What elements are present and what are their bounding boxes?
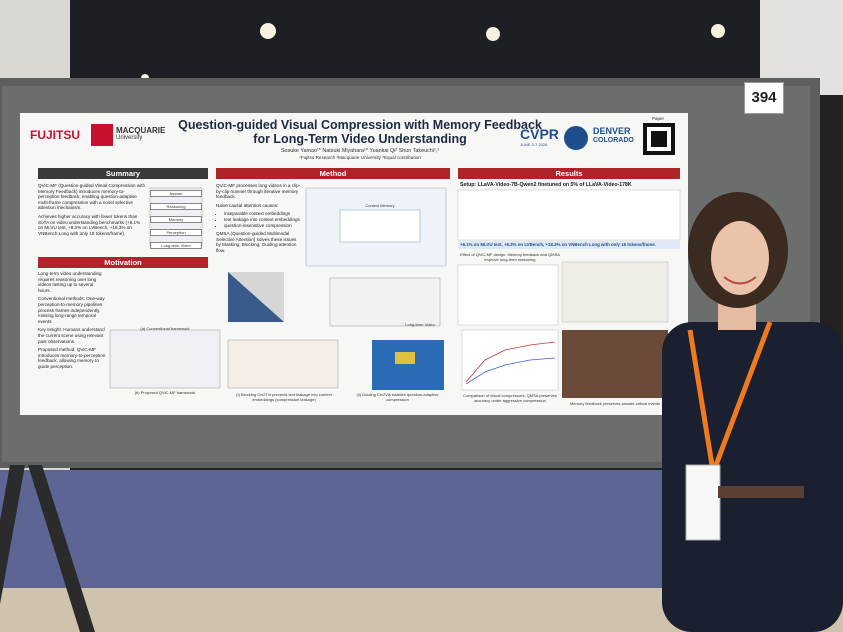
summary-text: QViC-MF (Question-guided Visual Compress… — [38, 183, 146, 239]
diagram-label: Long-term Video — [150, 242, 202, 249]
results-setup: Setup: LLaVA-Video-7B-Qwen2 finetuned on… — [460, 182, 632, 188]
section-heading: Method — [319, 169, 347, 178]
authors: Sosuke Yamao¹* Natsuki Miyahara¹* Yuanka… — [280, 148, 440, 154]
belt — [718, 486, 804, 498]
figure-caption: (b) Proposed QViC-MF framework — [134, 390, 196, 395]
results-highlight — [458, 241, 680, 249]
affiliations: ¹Fujitsu Research ²Macquarie University … — [299, 155, 421, 160]
qr-code — [651, 131, 667, 147]
lanyard — [687, 329, 715, 466]
denver-logo: DENVER — [593, 126, 631, 136]
figure-caption: (a) Conventional framework — [140, 326, 190, 331]
results-highlight: +6.1% on MLVU test, +8.3% on LVBench, +1… — [460, 242, 656, 247]
heatmap — [372, 340, 444, 390]
cvpr-date: JUNE 3-7 2026 — [520, 142, 548, 147]
ablation-table — [457, 264, 559, 326]
framework-figure — [109, 329, 221, 389]
heatmap — [395, 352, 415, 364]
method-causes-title: Naive causal attention causes: — [216, 202, 279, 208]
ceiling-light — [711, 24, 725, 38]
diagram-label: Perception — [150, 229, 202, 236]
person-face — [711, 221, 769, 295]
list-item: inseparable context embeddings — [224, 211, 302, 217]
method-intro: QViC-MF processes long videos in a clip-… — [216, 183, 301, 200]
attention-map — [228, 272, 284, 322]
section-heading: Results — [555, 169, 583, 178]
person-smile — [723, 276, 757, 285]
section-bar — [38, 257, 208, 268]
figure-caption: (i) Blocking Ctx2Txt prevents text leaka… — [236, 392, 332, 402]
person-body — [662, 322, 843, 632]
macquarie-logo: University — [116, 135, 143, 141]
badge — [685, 464, 721, 541]
denver-logo: COLORADO — [593, 137, 634, 144]
board-leg — [0, 465, 25, 605]
video-frames — [562, 330, 668, 398]
figure-caption: (ii) Guiding Ctx2Vis enables question-ad… — [356, 392, 439, 402]
paragraph: QViC-MF (Question-guided Visual Compress… — [38, 183, 146, 211]
method-text: QViC-MF processes long videos in a clip-… — [216, 183, 302, 257]
method-qmsa: QMSA (Question-guided Multimodal Selecti… — [216, 231, 297, 253]
paragraph: Achieves higher accuracy with fewer toke… — [38, 213, 141, 236]
list-item: text leakage into context embeddings — [224, 217, 302, 223]
paragraph: Key Insight: Humans understand the curre… — [38, 327, 105, 344]
diagram-label: Memory — [150, 216, 202, 223]
results-table — [457, 189, 681, 241]
section-heading: Motivation — [104, 258, 142, 267]
method-figure — [329, 277, 441, 327]
paper-label: Paper — [652, 116, 665, 121]
figure-caption: Memory feedback preserves answer-critica… — [569, 401, 661, 406]
section-bar — [458, 168, 680, 179]
diagram-label: Reasoning — [150, 203, 202, 210]
board-leg — [28, 465, 95, 632]
diagram-label: Long-term Video — [405, 322, 435, 327]
section-heading: Summary — [105, 169, 141, 178]
diagram-label: Answer — [150, 190, 202, 197]
paragraph: Proposed method: QViC-MF introduces memo… — [38, 347, 106, 369]
method-causes: inseparable context embeddingstext leaka… — [216, 211, 302, 228]
list-item: question-insensitive compression — [224, 223, 302, 229]
memory-block — [339, 209, 421, 243]
figure-caption: Comparison of visual compressors. QMSA p… — [463, 393, 557, 403]
summary-diagram: Answer Reasoning Memory Perception Long-term… — [150, 190, 202, 255]
chart-line — [465, 357, 556, 385]
ceiling-light — [486, 27, 500, 41]
section-bar — [38, 168, 208, 179]
cvpr-logo: CVPR — [520, 126, 559, 142]
fujitsu-logo: FUJITSU — [30, 128, 81, 142]
board-number: 394 — [744, 82, 784, 114]
poster-title: Question-guided Visual Compression with … — [178, 118, 542, 132]
macquarie-crest — [91, 124, 113, 146]
figure-caption: Effect of QViC-MF design: Memory feedbac… — [460, 252, 560, 262]
section-bar — [216, 168, 450, 179]
paragraph: Long-term video understanding requires r… — [38, 271, 102, 293]
motivation-text: Long-term video understanding requires r… — [38, 271, 106, 373]
example-figure — [561, 261, 669, 323]
paragraph: Conventional methods: One-way perception… — [38, 296, 105, 324]
chart-line — [465, 341, 556, 383]
macquarie-logo: MACQUARIE — [116, 126, 166, 135]
poster-title: for Long-Term Video Understanding — [253, 132, 467, 146]
line-chart — [461, 329, 559, 391]
lanyard — [713, 321, 773, 466]
diagram-label: Context Memory — [365, 203, 395, 208]
example-figure — [227, 339, 339, 389]
ceiling-light — [260, 23, 276, 39]
cvpr-logo — [564, 126, 588, 150]
